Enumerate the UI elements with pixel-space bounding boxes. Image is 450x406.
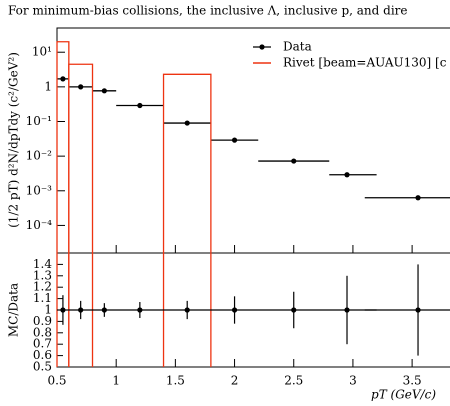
ratio-y-tick-label: 0.9 bbox=[33, 314, 52, 328]
ratio-y-tick-label: 0.8 bbox=[33, 325, 52, 339]
x-tick-label: 1.5 bbox=[166, 374, 185, 388]
data-point bbox=[60, 76, 66, 82]
ratio-point bbox=[415, 307, 421, 313]
y-axis-label: (1/2 pT) d²N/dpTdy (c²/GeV²) bbox=[7, 52, 21, 228]
ratio-point bbox=[291, 307, 297, 313]
y-tick-label: 10⁻³ bbox=[26, 183, 53, 197]
y-tick-label: 10⁻⁴ bbox=[26, 218, 53, 232]
x-tick-label: 0.5 bbox=[47, 374, 66, 388]
ratio-y-tick-label: 0.5 bbox=[33, 360, 52, 374]
x-tick-label: 2.5 bbox=[284, 374, 303, 388]
x-tick-label: 2 bbox=[231, 374, 239, 388]
ratio-y-tick-label: 0.6 bbox=[33, 348, 52, 362]
y-tick-label: 10⁻¹ bbox=[26, 114, 52, 128]
ratio-y-tick-label: 1.2 bbox=[33, 280, 52, 294]
data-point bbox=[231, 137, 238, 143]
ratio-y-tick-label: 1 bbox=[44, 303, 52, 317]
data-point bbox=[344, 172, 350, 178]
x-tick-label: 1 bbox=[112, 374, 120, 388]
y-tick-label: 10¹ bbox=[32, 45, 52, 59]
y-tick-label: 10⁻² bbox=[26, 149, 53, 163]
data-point bbox=[184, 120, 190, 126]
mc-bar bbox=[56, 41, 70, 253]
x-axis-label: pT (GeV/c) bbox=[371, 388, 436, 402]
data-point bbox=[137, 102, 143, 109]
data-point bbox=[291, 158, 297, 164]
ratio-point bbox=[60, 307, 66, 313]
ratio-point bbox=[231, 307, 238, 313]
ratio-point bbox=[78, 307, 84, 313]
data-point bbox=[101, 88, 107, 94]
ratio-point bbox=[137, 307, 143, 313]
data-point bbox=[78, 84, 84, 90]
x-tick-label: 3 bbox=[349, 374, 357, 388]
ratio-point bbox=[101, 307, 107, 313]
mc-bar bbox=[162, 73, 212, 253]
ratio-point bbox=[344, 307, 350, 313]
mc-bar bbox=[68, 63, 94, 253]
ratio-y-axis-label: MC/Data bbox=[7, 283, 21, 337]
ratio-y-tick-label: 0.7 bbox=[33, 337, 52, 351]
data-point bbox=[415, 195, 421, 201]
legend-label: Rivet [beam=AUAU130] [c bbox=[283, 56, 447, 70]
ratio-y-tick-label: 1.3 bbox=[33, 268, 52, 282]
legend-marker bbox=[259, 44, 265, 50]
y-tick-label: 1 bbox=[44, 79, 52, 93]
chart-title: For minimum-bias collisions, the inclusi… bbox=[8, 4, 408, 18]
x-tick-label: 3.5 bbox=[403, 374, 422, 388]
ratio-point bbox=[184, 307, 190, 313]
legend-label: Data bbox=[283, 40, 312, 54]
ratio-y-tick-label: 1.1 bbox=[33, 291, 52, 305]
ratio-y-tick-label: 1.4 bbox=[33, 257, 52, 271]
